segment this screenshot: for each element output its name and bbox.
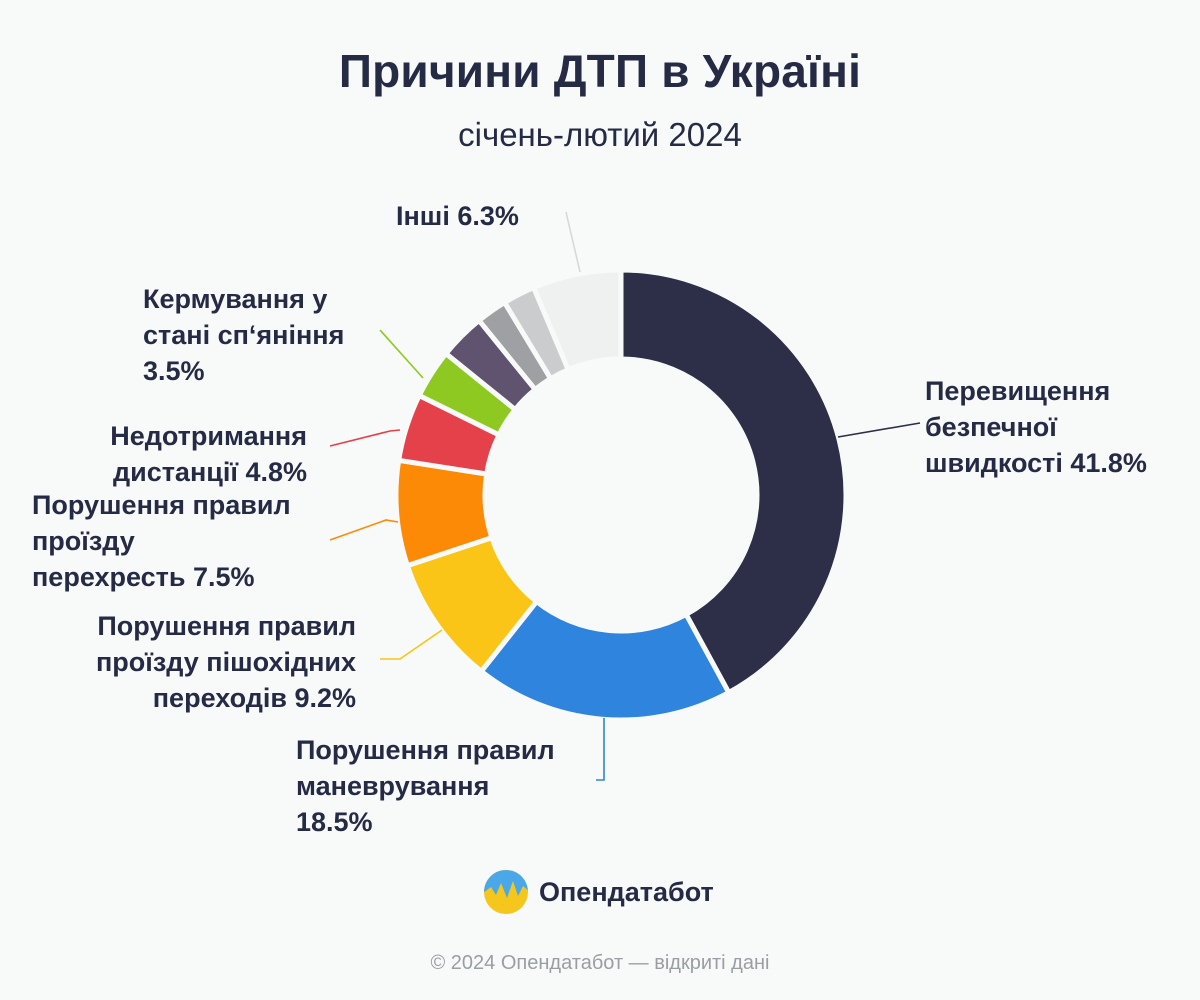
label-line: 3.5% [143,356,205,386]
label-line: переходів 9.2% [152,683,356,713]
slice-label-other: Інші 6.3% [396,198,519,234]
slice-label-intersections: Порушення правил проїзду перехресть 7.5% [32,487,291,595]
slice-label-distance: Недотримання дистанції 4.8% [110,418,307,490]
label-line: Кермування у [143,284,328,314]
leader-line-speeding [837,422,921,438]
label-line: Інші 6.3% [396,201,519,231]
label-line: проїзду [32,526,135,556]
leader-line-pedestrian-crossings [380,629,443,660]
donut-slice-speeding [618,267,849,696]
leader-line-maneuvering [596,718,605,781]
opendatabot-logo-icon [484,870,528,914]
chart-title: Причини ДТП в Україні [338,45,862,97]
donut-slice-other [531,267,624,373]
leader-line-distance [329,429,401,447]
leader-line-drunk-driving [379,329,424,379]
label-line: Перевищення [925,376,1111,406]
slice-label-drunk-driving: Кермування у стані сп‘яніння 3.5% [143,281,344,389]
slice-label-pedestrian-crossings: Порушення правил проїзду пішохідних пере… [96,608,356,716]
label-line: 18.5% [296,807,373,837]
label-line: проїзду пішохідних [95,647,356,677]
label-line: перехресть 7.5% [32,562,255,592]
label-line: Порушення правил [97,611,356,641]
label-line: Недотримання [110,421,307,451]
label-line: швидкості 41.8% [925,448,1147,478]
copyright-footer: © 2024 Опендатабот — відкриті дані [430,952,770,974]
label-line: маневрування [296,771,490,801]
leader-line-other [565,211,581,273]
label-line: безпечної [925,412,1057,442]
brand-name: Опендатабот [539,876,714,907]
slice-label-maneuvering: Порушення правил маневрування 18.5% [296,732,555,840]
donut-slice-maneuvering [478,599,732,723]
label-line: Порушення правил [296,735,555,765]
slice-label-speeding: Перевищення безпечної швидкості 41.8% [925,373,1147,481]
brand-logo: Опендатабот [483,868,714,916]
label-line: дистанції 4.8% [112,457,307,487]
chart-subtitle: січень-лютий 2024 [458,116,742,153]
label-line: стані сп‘яніння [143,320,345,350]
label-line: Порушення правил [32,490,291,520]
leader-line-intersections [329,519,399,541]
